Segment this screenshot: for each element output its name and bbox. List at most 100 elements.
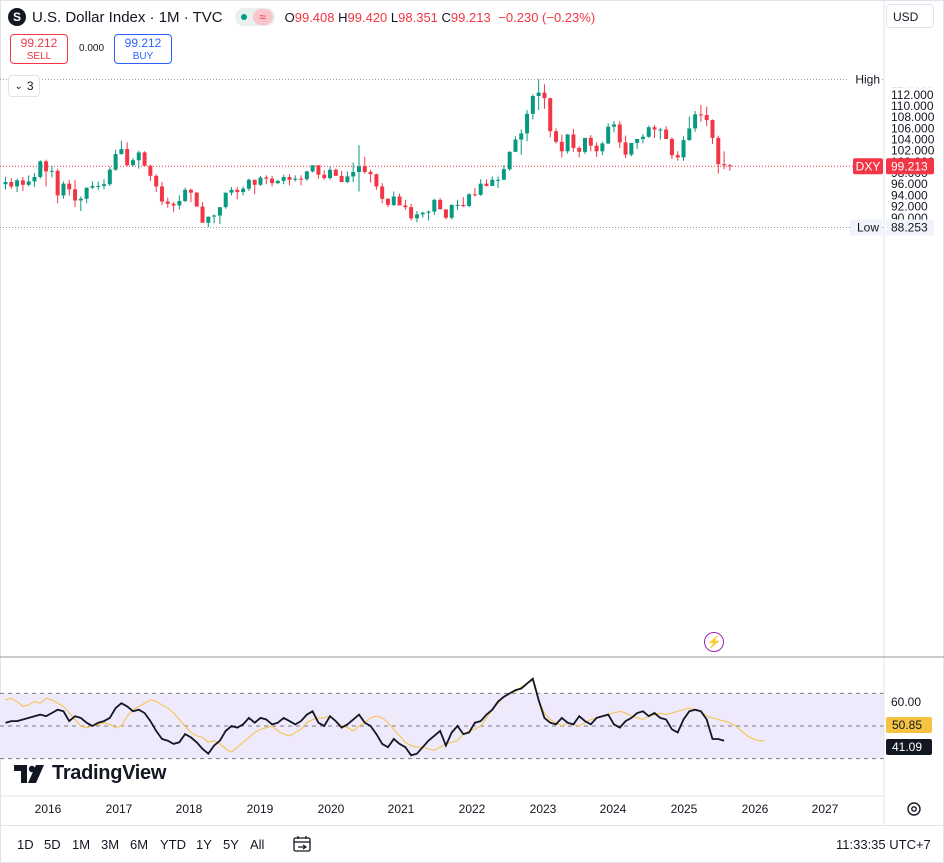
- currency-button[interactable]: USD: [886, 4, 934, 28]
- candle-body[interactable]: [67, 183, 72, 190]
- candle-body[interactable]: [496, 179, 501, 181]
- candle-body[interactable]: [362, 166, 367, 172]
- candle-body[interactable]: [339, 175, 344, 183]
- candle-body[interactable]: [716, 137, 721, 165]
- candle-body[interactable]: [646, 127, 651, 137]
- candle-body[interactable]: [600, 143, 605, 152]
- candle-body[interactable]: [113, 154, 118, 170]
- candle-body[interactable]: [258, 177, 263, 185]
- rsi-line[interactable]: [5, 677, 725, 757]
- candle-body[interactable]: [530, 95, 535, 114]
- candle-body[interactable]: [241, 188, 246, 193]
- candle-body[interactable]: [542, 92, 547, 99]
- candle-body[interactable]: [368, 171, 373, 175]
- candle-body[interactable]: [148, 165, 153, 176]
- candle-body[interactable]: [223, 192, 228, 208]
- candle-body[interactable]: [281, 176, 286, 181]
- candle-body[interactable]: [664, 129, 669, 140]
- candle-body[interactable]: [414, 214, 419, 219]
- market-status[interactable]: ≈: [234, 8, 275, 26]
- candle-body[interactable]: [577, 147, 582, 152]
- candle-body[interactable]: [73, 189, 78, 201]
- candle-body[interactable]: [449, 204, 454, 218]
- calendar-range-icon[interactable]: [292, 834, 312, 854]
- candle-body[interactable]: [328, 169, 333, 179]
- candle-body[interactable]: [403, 205, 408, 208]
- candle-body[interactable]: [9, 182, 14, 187]
- candle-body[interactable]: [594, 145, 599, 152]
- candle-body[interactable]: [229, 189, 234, 193]
- candle-body[interactable]: [270, 178, 275, 184]
- candle-body[interactable]: [426, 211, 431, 213]
- candle-body[interactable]: [15, 180, 20, 187]
- candle-body[interactable]: [275, 180, 280, 184]
- candle-body[interactable]: [206, 216, 211, 223]
- candle-body[interactable]: [183, 189, 188, 201]
- candle-body[interactable]: [391, 196, 396, 205]
- candle-body[interactable]: [635, 139, 640, 143]
- timeframe-button[interactable]: All: [250, 837, 265, 852]
- candle-body[interactable]: [571, 134, 576, 148]
- candle-body[interactable]: [722, 164, 727, 166]
- candle-body[interactable]: [287, 176, 292, 180]
- candle-body[interactable]: [107, 169, 112, 185]
- candle-body[interactable]: [125, 149, 130, 166]
- candle-body[interactable]: [217, 207, 222, 216]
- candle-body[interactable]: [78, 198, 83, 201]
- candle-body[interactable]: [507, 151, 512, 170]
- candle-body[interactable]: [26, 181, 31, 185]
- data-delay-icon[interactable]: ≈: [252, 9, 273, 25]
- candle-body[interactable]: [194, 192, 199, 207]
- candle-body[interactable]: [617, 124, 622, 143]
- timeframe-button[interactable]: YTD: [160, 837, 186, 852]
- lightning-icon[interactable]: ⚡: [704, 632, 724, 652]
- candle-body[interactable]: [675, 155, 680, 158]
- candle-body[interactable]: [130, 160, 135, 166]
- candle-body[interactable]: [681, 140, 686, 158]
- candle-body[interactable]: [536, 92, 541, 96]
- candle-body[interactable]: [299, 178, 304, 180]
- clock-display[interactable]: 11:33:35 UTC+7: [836, 837, 931, 852]
- candle-body[interactable]: [322, 174, 327, 179]
- candle-body[interactable]: [136, 152, 141, 161]
- candle-body[interactable]: [316, 165, 321, 175]
- candle-body[interactable]: [293, 178, 298, 180]
- timeframe-button[interactable]: 1D: [17, 837, 34, 852]
- candle-body[interactable]: [351, 171, 356, 177]
- candle-body[interactable]: [478, 183, 483, 195]
- candle-body[interactable]: [443, 209, 448, 218]
- candle-body[interactable]: [438, 199, 443, 210]
- candle-body[interactable]: [658, 129, 663, 131]
- candle-body[interactable]: [246, 179, 251, 189]
- candle-body[interactable]: [154, 175, 159, 187]
- candle-body[interactable]: [588, 137, 593, 146]
- buy-button[interactable]: 99.212 BUY: [114, 34, 172, 64]
- candle-body[interactable]: [484, 183, 489, 186]
- candle-body[interactable]: [513, 139, 518, 152]
- candle-body[interactable]: [333, 169, 338, 176]
- timeframe-button[interactable]: 5D: [44, 837, 61, 852]
- candle-body[interactable]: [704, 114, 709, 121]
- candle-body[interactable]: [102, 184, 107, 186]
- timeframe-button[interactable]: 6M: [130, 837, 149, 852]
- candle-body[interactable]: [32, 176, 37, 182]
- candle-body[interactable]: [467, 194, 472, 207]
- candle-body[interactable]: [90, 185, 95, 188]
- symbol-logo-icon[interactable]: S: [8, 8, 26, 26]
- candle-body[interactable]: [188, 189, 193, 193]
- candle-body[interactable]: [44, 161, 49, 172]
- candle-body[interactable]: [212, 215, 217, 217]
- candle-body[interactable]: [84, 187, 89, 199]
- symbol-title[interactable]: U.S. Dollar Index · 1M · TVC: [32, 8, 223, 26]
- candle-body[interactable]: [385, 198, 390, 205]
- sell-button[interactable]: 99.212 SELL: [10, 34, 68, 64]
- candle-body[interactable]: [472, 194, 477, 196]
- candle-body[interactable]: [310, 165, 315, 172]
- candle-body[interactable]: [380, 186, 385, 199]
- candle-body[interactable]: [20, 180, 25, 185]
- candle-body[interactable]: [710, 120, 715, 138]
- candle-body[interactable]: [490, 179, 495, 186]
- candle-body[interactable]: [565, 134, 570, 152]
- candle-body[interactable]: [61, 183, 66, 196]
